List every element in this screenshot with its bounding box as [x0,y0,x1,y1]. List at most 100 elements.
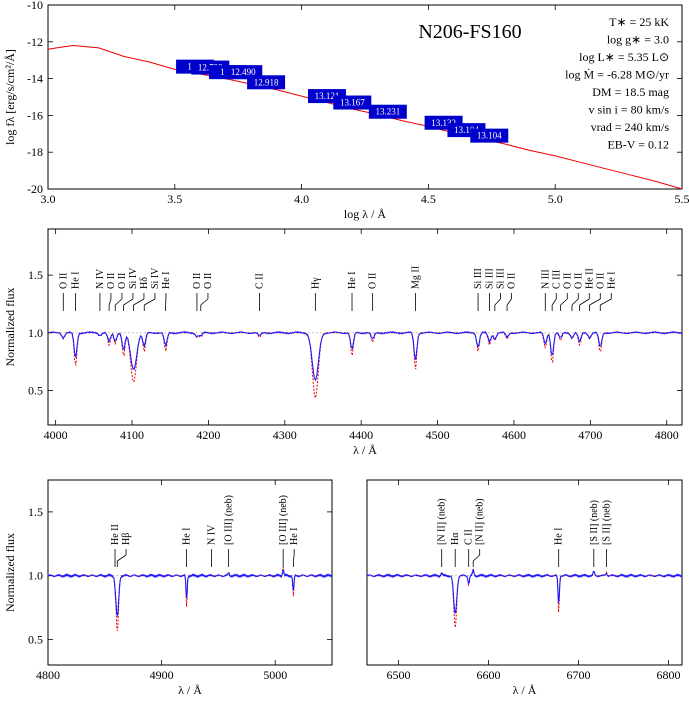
blue-line-label: O II [203,273,214,289]
photometry-label: 13.132 [431,118,456,128]
photometry-label: 12.490 [231,67,256,77]
hbeta-line-label: He I [289,528,300,546]
chart-title: N206-FS160 [418,21,521,43]
halpha-line-label: Hα [450,532,461,545]
halpha-line-label: [S II] (neb) [589,500,600,545]
photometry-box [368,104,407,119]
blue-ylabel: Normalized flux [3,288,17,367]
blue-xtick-label: 4200 [196,428,220,442]
blue-xtick-label: 4000 [44,428,68,442]
hbeta-ytick-label: 1.5 [28,505,43,519]
hbeta-xlabel: λ / Å [178,683,202,697]
blue-line-label: He I [70,272,81,290]
blue-line-connector [123,298,134,306]
blue-line-label: Si IV [128,267,139,289]
hbeta-line-label: [O III] (neb) [278,495,289,545]
blue-spectrum-panel: 4000 4100 4200 4300 4400 4500 4600 4700 4800 0.5 1… [3,228,683,457]
hbeta-line-connector [117,554,127,562]
sed-ylabel: log fλ [erg/s/cm²/Å] [3,49,17,145]
halpha-line-connector [472,554,480,562]
blue-xtick-label: 4400 [349,428,373,442]
halpha-line-label: [N II] (neb) [437,498,448,545]
stellar-parameter: log L∗ = 5.35 L⊙ [579,50,669,64]
blue-frame [47,228,683,426]
blue-line-label: O II [573,273,584,289]
blue-ytick-label: 1.0 [28,326,43,340]
stellar-parameter: vrad = 240 km/s [591,120,670,134]
halpha-line-label: C II [464,529,475,545]
blue-line-label: He I [161,272,172,290]
photometry-box [333,95,372,110]
hbeta-ytick-label: 0.5 [28,632,43,646]
hbeta-xtick-label: 4900 [150,668,174,682]
sed-xlabel: log λ / Å [344,207,386,221]
sed-xtick-label: 4.5 [421,192,436,206]
stellar-parameter: v sin i = 80 km/s [589,103,670,117]
blue-line-label: O II [562,273,573,289]
stellar-parameter: log g∗ = 3.0 [607,33,669,47]
hbeta-line-label: He I [182,528,193,546]
halpha-xtick-label: 6700 [567,668,591,682]
blue-line-label: He I [606,272,617,290]
hbeta-line-connector [292,554,295,562]
sed-xtick-label: 5.5 [675,192,689,206]
blue-xtick-label: 4600 [502,428,526,442]
blue-line-label: C II [255,273,266,289]
photometry-label: 13.167 [340,98,365,108]
hbeta-ytick-label: 1.0 [28,569,43,583]
blue-ytick-label: 1.5 [28,268,43,282]
sed-ytick-label: -12 [27,35,43,49]
halpha-line-label: [N II] (neb) [475,498,486,545]
photometry-label: 13.121 [315,91,340,101]
sed-panel: 3.0 3.5 4.0 4.5 5.0 5.5 -10 -12 -14 -16 -18 -20 log … [3,0,689,221]
blue-line-connector [114,298,123,306]
blue-line-label: Hδ [139,277,150,289]
blue-line-label: O II [507,273,518,289]
sed-xtick-label: 5.0 [548,192,563,206]
stellar-parameter: DM = 18.5 mag [592,85,669,99]
blue-line-connector [600,298,612,306]
blue-line-label: Si III [473,268,484,289]
sed-ytick-label: -10 [27,0,43,12]
blue-line-label: O II [58,273,69,289]
blue-line-connector [144,298,156,306]
stellar-parameter: EB-V = 0.12 [607,138,669,152]
photometry-label: 13.104 [454,125,479,135]
blue-line-label: Si III [485,268,496,289]
halpha-observed-spectrum [366,568,683,614]
blue-line-label: Mg II [410,266,421,289]
hbeta-observed-spectrum [47,569,333,618]
sed-ytick-label: -16 [27,108,43,122]
photometry-label: 12.918 [254,77,279,87]
sed-ytick-label: -18 [27,145,43,159]
sed-xtick-label: 4.0 [294,192,309,206]
blue-xtick-label: 4700 [578,428,602,442]
blue-line-label: O II [117,273,128,289]
sed-ytick-label: -20 [27,182,43,196]
hbeta-line-label: Hβ [121,533,132,545]
hbeta-ylabel: Normalized flux [3,533,17,612]
halpha-frame [366,479,683,666]
sed-xtick-label: 3.5 [167,192,182,206]
hbeta-xtick-label: 5000 [263,668,287,682]
blue-line-connector [551,298,557,306]
blue-line-label: N III [540,269,551,289]
blue-line-connector [108,298,112,306]
sed-frame [47,4,683,190]
hbeta-xtick-label: 4800 [36,668,60,682]
stellar-parameter: T∗ = 25 kK [609,15,669,29]
photometry-box [247,75,286,90]
blue-line-label: He II [584,268,595,289]
blue-line-label: Si IV [150,267,161,289]
blue-line-label: Si III [496,268,507,289]
blue-line-connector [133,298,145,306]
blue-line-connector [589,298,601,306]
blue-xtick-label: 4300 [273,428,297,442]
blue-xlabel: λ / Å [353,443,377,457]
blue-ytick-label: 0.5 [28,383,43,397]
hbeta-line-label: [O III] (neb) [224,495,235,545]
blue-line-connector [571,298,579,306]
stellar-parameter: log Ṁ = -6.28 M⊙/yr [565,68,669,82]
halpha-xtick-label: 6800 [657,668,681,682]
